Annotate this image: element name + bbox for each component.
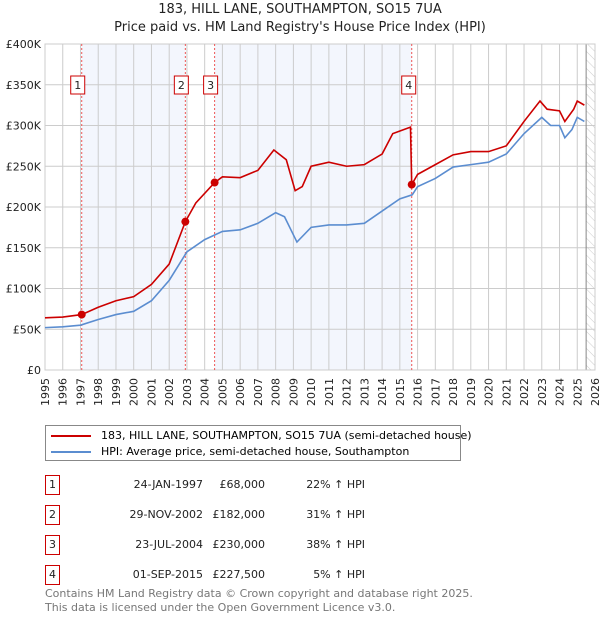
sale-price: £230,000 bbox=[212, 538, 266, 551]
x-tick-label: 2023 bbox=[536, 378, 549, 406]
legend-blue-line bbox=[51, 450, 91, 453]
sale-point bbox=[181, 217, 190, 226]
x-tick-label: 1996 bbox=[57, 378, 70, 406]
x-tick-label: 2010 bbox=[305, 378, 318, 406]
sale-point bbox=[407, 180, 416, 189]
x-tick-label: 1999 bbox=[110, 378, 123, 406]
sale-date: 01-SEP-2015 bbox=[132, 568, 203, 581]
x-tick-label: 2019 bbox=[465, 378, 478, 406]
y-tick-label: £100K bbox=[6, 283, 42, 296]
x-tick-label: 1998 bbox=[92, 378, 105, 406]
x-tick-label: 2002 bbox=[163, 378, 176, 406]
sale-price: £68,000 bbox=[219, 478, 266, 491]
property-price-line bbox=[44, 99, 585, 319]
sale-row: 1 24-JAN-1997 £68,000 22% ↑ HPI bbox=[45, 475, 465, 495]
x-tick-label: 2026 bbox=[589, 378, 600, 406]
legend-property: 183, HILL LANE, SOUTHAMPTON, SO15 7UA (s… bbox=[101, 429, 472, 442]
y-tick-label: £200K bbox=[6, 201, 42, 214]
x-tick-label: 2008 bbox=[270, 378, 283, 406]
y-tick-label: £250K bbox=[6, 160, 42, 173]
y-tick-label: £350K bbox=[6, 79, 42, 92]
x-tick-label: 2012 bbox=[341, 378, 354, 406]
sale-date: 29-NOV-2002 bbox=[129, 508, 203, 521]
sale-label-box bbox=[203, 75, 219, 95]
x-tick-label: 2005 bbox=[216, 378, 229, 406]
x-tick-label: 1997 bbox=[74, 378, 87, 406]
sale-hpi-diff: 31% ↑ HPI bbox=[306, 508, 365, 521]
x-tick-label: 2015 bbox=[394, 378, 407, 406]
x-tick-label: 2018 bbox=[447, 378, 460, 406]
sale-hpi-diff: 38% ↑ HPI bbox=[306, 538, 365, 551]
x-tick-label: 2001 bbox=[145, 378, 158, 406]
legend-hpi: HPI: Average price, semi-detached house,… bbox=[101, 445, 410, 458]
x-tick-label: 1995 bbox=[39, 378, 52, 406]
sale-label-number: 1 bbox=[74, 79, 81, 92]
sale-date: 23-JUL-2004 bbox=[135, 538, 203, 551]
sale-hpi-diff: 22% ↑ HPI bbox=[306, 478, 365, 491]
x-tick-label: 2009 bbox=[287, 378, 300, 406]
chart-title: 183, HILL LANE, SOUTHAMPTON, SO15 7UA bbox=[158, 2, 442, 17]
sale-label-number: 3 bbox=[207, 79, 214, 92]
x-tick-label: 2004 bbox=[199, 378, 212, 406]
sale-label-box bbox=[401, 75, 417, 95]
x-tick-label: 2021 bbox=[500, 378, 513, 406]
sale-label-number: 4 bbox=[405, 79, 412, 92]
sale-hpi-diff: 5% ↑ HPI bbox=[313, 568, 365, 581]
sale-number: 4 bbox=[45, 565, 60, 585]
footer-licence: This data is licensed under the Open Gov… bbox=[45, 601, 396, 614]
x-tick-label: 2013 bbox=[358, 378, 371, 406]
hpi-line bbox=[44, 116, 585, 329]
x-tick-label: 2007 bbox=[252, 378, 265, 406]
x-tick-label: 2017 bbox=[429, 378, 442, 406]
sale-point bbox=[77, 310, 86, 319]
x-tick-label: 2016 bbox=[412, 378, 425, 406]
sale-price: £182,000 bbox=[212, 508, 266, 521]
x-tick-label: 2003 bbox=[181, 378, 194, 406]
sale-price: £227,500 bbox=[212, 568, 266, 581]
x-tick-label: 2006 bbox=[234, 378, 247, 406]
x-tick-label: 2022 bbox=[518, 378, 531, 406]
sale-number: 3 bbox=[45, 535, 60, 555]
sale-row: 3 23-JUL-2004 £230,000 38% ↑ HPI bbox=[45, 535, 465, 555]
x-tick-label: 2000 bbox=[128, 378, 141, 406]
y-tick-label: £0 bbox=[27, 364, 41, 377]
y-tick-label: £150K bbox=[6, 242, 42, 255]
y-tick-label: £300K bbox=[6, 120, 42, 133]
sale-label-box bbox=[70, 75, 86, 95]
sale-row: 2 29-NOV-2002 £182,000 31% ↑ HPI bbox=[45, 505, 465, 525]
legend-red-line bbox=[51, 434, 91, 437]
x-tick-label: 2020 bbox=[483, 378, 496, 406]
y-tick-label: £400K bbox=[6, 38, 42, 51]
sale-label-number: 2 bbox=[178, 79, 185, 92]
price-chart: 1995 1996 1997 1998 1999 2000 2001 2002 2003 2004… bbox=[6, 38, 600, 406]
x-tick-label: 2024 bbox=[554, 378, 567, 406]
sale-date: 24-JAN-1997 bbox=[133, 478, 203, 491]
sale-point bbox=[210, 178, 219, 187]
legend: 183, HILL LANE, SOUTHAMPTON, SO15 7UA (s… bbox=[45, 425, 472, 461]
sale-label-box bbox=[173, 75, 189, 95]
y-tick-label: £50K bbox=[13, 323, 42, 336]
chart-subtitle: Price paid vs. HM Land Registry's House … bbox=[114, 20, 486, 35]
x-tick-label: 2025 bbox=[571, 378, 584, 406]
plot-frame bbox=[44, 43, 596, 371]
footer-copyright: Contains HM Land Registry data © Crown c… bbox=[45, 587, 473, 600]
sale-number: 2 bbox=[45, 505, 60, 525]
sale-number: 1 bbox=[45, 475, 60, 495]
x-tick-label: 2011 bbox=[323, 378, 336, 406]
sale-row: 4 01-SEP-2015 £227,500 5% ↑ HPI bbox=[45, 565, 465, 585]
x-tick-label: 2014 bbox=[376, 378, 389, 406]
